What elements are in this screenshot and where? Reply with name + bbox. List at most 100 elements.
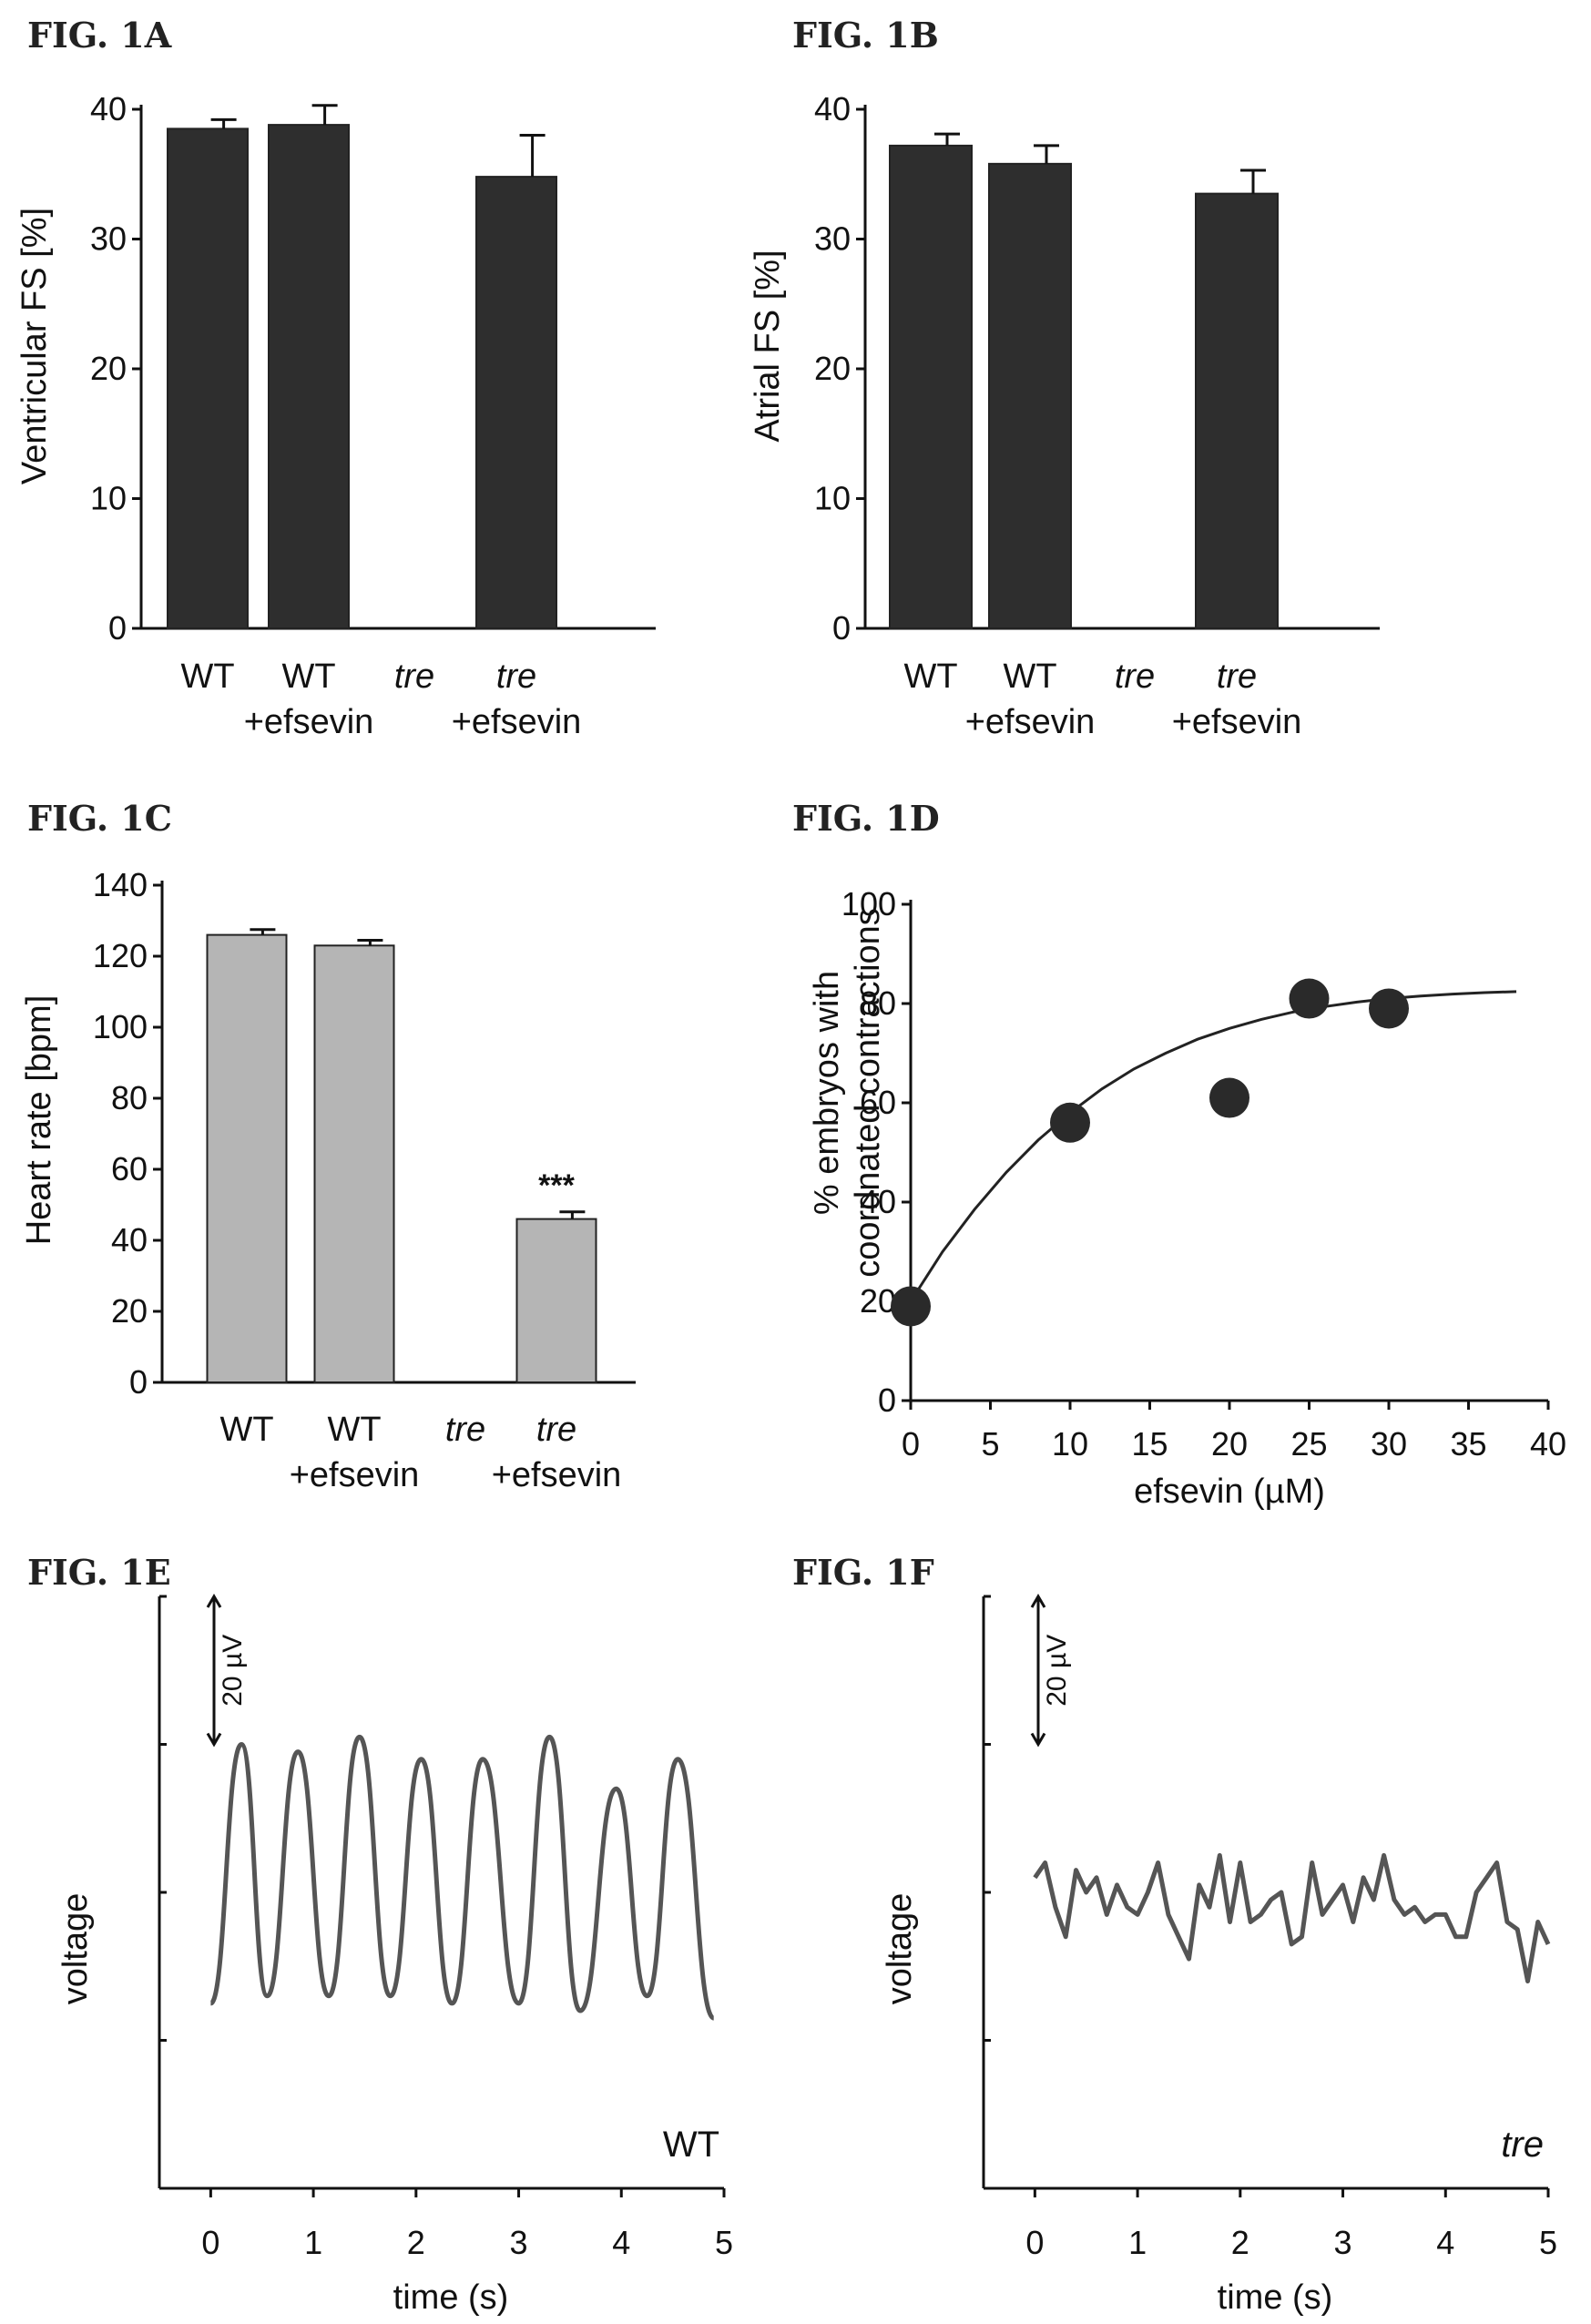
category-label: WT <box>281 657 335 696</box>
trace-label: tre <box>1501 2125 1544 2165</box>
category-label: tre <box>1115 657 1155 696</box>
y-axis-label: coordnated contractions <box>849 908 887 1278</box>
figure-label: FIG. 1D <box>792 798 940 839</box>
bar <box>988 162 1072 629</box>
y-tick-label: 60 <box>111 1150 148 1187</box>
y-axis-label: voltage <box>881 1893 919 2005</box>
x-tick-label: 30 <box>1371 1425 1407 1463</box>
y-tick-label: 0 <box>832 609 851 647</box>
y-tick-label: 60 <box>860 1084 896 1121</box>
category-label: tre <box>536 1411 576 1449</box>
data-point <box>1369 988 1409 1029</box>
significance-label: *** <box>538 1168 575 1203</box>
fit-curve <box>909 990 1517 1302</box>
scale-bar-label: 20 µV <box>1042 1635 1072 1707</box>
y-tick-label: 80 <box>860 984 896 1022</box>
x-tick-label: 15 <box>1131 1425 1168 1463</box>
bar <box>515 1218 597 1383</box>
x-tick-label: 5 <box>981 1425 999 1463</box>
y-axis-label: Heart rate [bpm] <box>20 995 58 1246</box>
y-tick-label: 10 <box>814 480 851 517</box>
y-tick-label: 20 <box>111 1292 148 1330</box>
category-label: tre <box>445 1411 485 1449</box>
scale-bar-arrow <box>1030 1594 1046 1608</box>
y-tick-label: 0 <box>878 1381 896 1419</box>
x-tick-label: 4 <box>612 2224 630 2261</box>
figure-label: FIG. 1E <box>27 1552 171 1593</box>
x-tick-label: 5 <box>715 2224 733 2261</box>
x-tick-label: 3 <box>1334 2224 1352 2261</box>
x-axis-label: efsevin (µM) <box>1134 1473 1325 1511</box>
bar <box>167 127 249 629</box>
y-tick-label: 0 <box>129 1363 148 1401</box>
data-point <box>1050 1102 1090 1143</box>
x-tick-label: 35 <box>1450 1425 1486 1463</box>
category-label: tre <box>1217 657 1257 696</box>
chart-1A: FIG. 1A 0 10 20 30 40 Ventricular FS [%] WT WT +e… <box>15 15 656 741</box>
x-tick-label: 4 <box>1436 2224 1454 2261</box>
figure-label: FIG. 1B <box>792 15 939 56</box>
data-point <box>1209 1077 1249 1118</box>
scale-bar-arrow <box>206 1732 222 1748</box>
y-tick-label: 100 <box>93 1008 148 1045</box>
scale-bar-arrow <box>206 1594 222 1608</box>
category-label: +efsevin <box>290 1456 420 1494</box>
category-label: +efsevin <box>244 703 374 741</box>
y-tick-label: 80 <box>111 1079 148 1116</box>
x-tick-label: 1 <box>1128 2224 1147 2261</box>
category-label: +efsevin <box>965 703 1096 741</box>
bar <box>313 944 395 1384</box>
data-point <box>1289 978 1330 1019</box>
x-axis-label: time (s) <box>393 2278 509 2317</box>
x-tick-label: 2 <box>1231 2224 1249 2261</box>
scale-bar-label: 20 µV <box>218 1635 248 1707</box>
x-tick-label: 3 <box>510 2224 528 2261</box>
x-tick-label: 20 <box>1211 1425 1248 1463</box>
x-tick-label: 0 <box>1025 2224 1044 2261</box>
y-tick-label: 0 <box>108 609 127 647</box>
voltage-trace <box>208 1734 717 2021</box>
x-tick-label: 2 <box>407 2224 425 2261</box>
y-tick-label: 100 <box>841 885 896 922</box>
x-tick-label: 40 <box>1530 1425 1566 1463</box>
category-label: WT <box>327 1411 381 1449</box>
y-tick-label: 10 <box>90 480 127 517</box>
category-label: +efsevin <box>1172 703 1302 741</box>
y-tick-label: 120 <box>93 937 148 974</box>
category-label: WT <box>1003 657 1056 696</box>
x-tick-label: 1 <box>304 2224 322 2261</box>
x-tick-label: 0 <box>201 2224 219 2261</box>
chart-1C: FIG. 1C 0 20 40 60 80 100 120 140 Heart rate [bpm… <box>20 798 636 1494</box>
y-axis-label: voltage <box>56 1893 95 2005</box>
y-axis-label: Ventricular FS [%] <box>15 208 54 484</box>
x-axis-label: time (s) <box>1218 2278 1333 2317</box>
trace-label: WT <box>663 2125 719 2165</box>
scale-bar-arrow <box>1030 1732 1046 1748</box>
y-axis-label: Atrial FS [%] <box>749 250 787 442</box>
category-label: tre <box>394 657 434 696</box>
category-label: WT <box>903 657 957 696</box>
chart-1D: FIG. 1D 0 20 40 60 80 100 0 5 10 15 20 25 30 35 40 % emb… <box>792 798 1566 1511</box>
y-tick-label: 30 <box>814 220 851 258</box>
figure-label: FIG. 1C <box>27 798 172 839</box>
voltage-trace <box>1033 1852 1551 1983</box>
category-label: +efsevin <box>492 1456 622 1494</box>
y-tick-label: 20 <box>90 350 127 387</box>
bar <box>206 933 288 1383</box>
bar <box>268 124 350 630</box>
bar <box>475 176 557 629</box>
y-axis-label: % embryos with <box>808 971 846 1215</box>
category-label: tre <box>496 657 536 696</box>
figure-label: FIG. 1A <box>27 15 172 56</box>
bar <box>889 144 973 629</box>
x-tick-label: 0 <box>902 1425 920 1463</box>
data-point <box>891 1286 931 1327</box>
category-label: WT <box>180 657 234 696</box>
figure-label: FIG. 1F <box>792 1552 934 1593</box>
x-tick-label: 10 <box>1052 1425 1088 1463</box>
x-tick-label: 5 <box>1539 2224 1557 2261</box>
bar <box>1195 192 1279 629</box>
y-tick-label: 20 <box>860 1282 896 1320</box>
